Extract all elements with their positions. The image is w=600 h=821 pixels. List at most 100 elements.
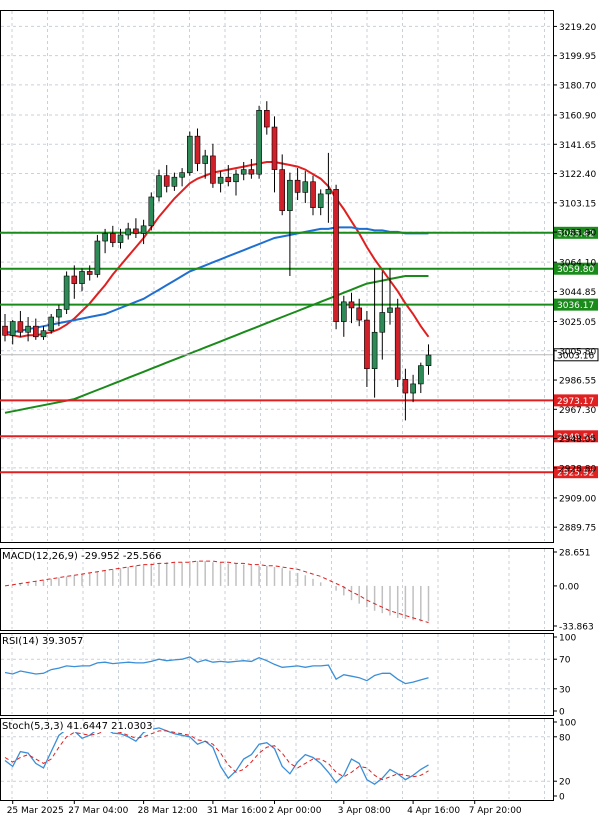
candle-body-bull <box>233 173 239 183</box>
candle-body-bear <box>279 169 286 211</box>
candle-body-bull <box>325 189 332 195</box>
candle-body-bull <box>179 172 185 178</box>
resistance-level-tag <box>554 262 598 275</box>
candle-body-bull <box>202 155 208 164</box>
time-tick-label: 7 Apr 20:00 <box>469 806 522 816</box>
candle-body-bear <box>17 321 24 333</box>
pane-frame-3 <box>0 718 554 801</box>
candle-body-bull <box>240 169 247 175</box>
candle-body-bull <box>387 307 393 313</box>
time-tick-label: 25 Mar 2025 <box>7 806 64 816</box>
support-level-label: 2925.92 <box>557 469 594 479</box>
candle-body-bull <box>140 225 147 234</box>
candle-body-bull <box>371 331 378 370</box>
stoch-tick-label: 0 <box>559 793 565 803</box>
macd-tick-label: 28.651 <box>559 549 591 559</box>
candle-body-bear <box>364 319 370 370</box>
rsi-line <box>4 656 429 685</box>
levels-layer: 3083.42 3059.80 3036.17 2973.17 2949.54 2925.… <box>0 226 599 479</box>
candle-body-bear <box>271 126 278 170</box>
rsi-tick-label: 70 <box>559 656 571 666</box>
resistance-level-tag <box>554 226 598 239</box>
time-tick-label: 28 Mar 12:00 <box>138 806 198 816</box>
candle-body-bear <box>110 233 116 243</box>
candle-body-bull <box>217 176 224 184</box>
price-tick-label: 3064.10 <box>559 259 596 269</box>
candle-body-bear <box>71 275 78 284</box>
price-tick-label: 3083.90 <box>559 229 596 239</box>
current-price-label: 3003.16 <box>557 351 594 361</box>
price-tick-label: 3199.95 <box>559 52 596 62</box>
candle-body-bear <box>263 110 270 128</box>
candle-body-bull <box>379 312 386 333</box>
current-price-tag <box>553 348 599 362</box>
candle-body-bull <box>317 193 324 208</box>
candle-body-bear <box>210 155 216 184</box>
support-level-tag <box>554 430 598 443</box>
candle-body-bull <box>156 175 162 198</box>
price-tick-label: 2928.80 <box>559 464 596 474</box>
price-tick-label: 3160.90 <box>559 112 596 122</box>
candle-body-bear <box>2 325 8 336</box>
pane-frame-2 <box>0 633 554 716</box>
moving-average-line-0 <box>4 161 430 338</box>
price-tick-label: 2967.30 <box>559 406 596 416</box>
support-level-tag <box>554 394 598 407</box>
candles-layer <box>2 101 432 421</box>
indicators-layer <box>1 560 553 785</box>
candle-body-bull <box>9 321 16 336</box>
stoch-tick-label: 80 <box>559 733 571 743</box>
candle-body-bull <box>117 234 124 243</box>
macd-title: MACD(12,26,9) -29.952 -25.566 <box>2 551 162 562</box>
price-tick-label: 3103.15 <box>559 199 596 209</box>
price-tick-label: 3005.80 <box>559 347 596 357</box>
rsi-tick-label: 100 <box>559 634 576 644</box>
candle-body-bull <box>171 176 178 187</box>
candle-body-bull <box>63 275 70 310</box>
moving-average-line-1 <box>5 226 429 334</box>
price-tick-label: 2889.75 <box>559 524 596 534</box>
stoch-tick-label: 20 <box>559 778 571 788</box>
candle-body-bear <box>32 325 39 338</box>
price-tick-label: 2909.00 <box>559 494 596 504</box>
candle-body-bear <box>163 175 170 187</box>
candle-body-bear <box>133 228 139 234</box>
candle-body-bear <box>248 169 255 175</box>
candle-body-bull <box>40 330 47 338</box>
price-tick-label: 3141.65 <box>559 141 596 151</box>
time-tick-label: 31 Mar 16:00 <box>207 806 267 816</box>
candle-body-bear <box>333 189 339 322</box>
pane-frame-1 <box>0 548 554 631</box>
macd-tick-label: -33.863 <box>559 623 594 633</box>
price-tick-label: 2986.55 <box>559 377 596 387</box>
candle-body-bear <box>310 181 316 208</box>
candle-body-bear <box>194 135 201 164</box>
axis-layer: 3219.20 3199.95 3180.70 3160.90 3141.65 3122.… <box>7 23 597 816</box>
resistance-level-label: 3036.17 <box>557 301 594 311</box>
support-level-label: 2949.54 <box>557 433 594 443</box>
candle-body-bull <box>56 309 62 318</box>
candle-body-bull <box>25 325 31 333</box>
candle-body-bull <box>148 196 155 227</box>
stoch-signal-line <box>4 730 429 781</box>
grid-layer <box>0 10 554 801</box>
macd-tick-label: 0.00 <box>559 582 579 592</box>
candle-body-bear <box>294 179 301 193</box>
price-tick-label: 3219.20 <box>559 23 596 33</box>
stoch-title: Stoch(5,3,3) 41.6447 21.0303 <box>2 721 153 732</box>
candle-body-bear <box>348 301 355 309</box>
candle-body-bull <box>125 228 131 236</box>
time-tick-label: 2 Apr 00:00 <box>269 806 322 816</box>
candle-body-bear <box>394 307 401 380</box>
price-tick-label: 3180.70 <box>559 81 596 91</box>
resistance-level-label: 3083.42 <box>557 229 594 239</box>
candle-body-bull <box>417 365 424 385</box>
moving-averages-layer <box>4 161 430 414</box>
candle-body-bear <box>225 176 232 183</box>
resistance-level-tag <box>554 298 598 311</box>
candle-body-bull <box>302 181 309 193</box>
time-tick-label: 4 Apr 16:00 <box>407 806 460 816</box>
candle-body-bull <box>425 354 432 366</box>
price-tick-label: 3025.05 <box>559 318 596 328</box>
